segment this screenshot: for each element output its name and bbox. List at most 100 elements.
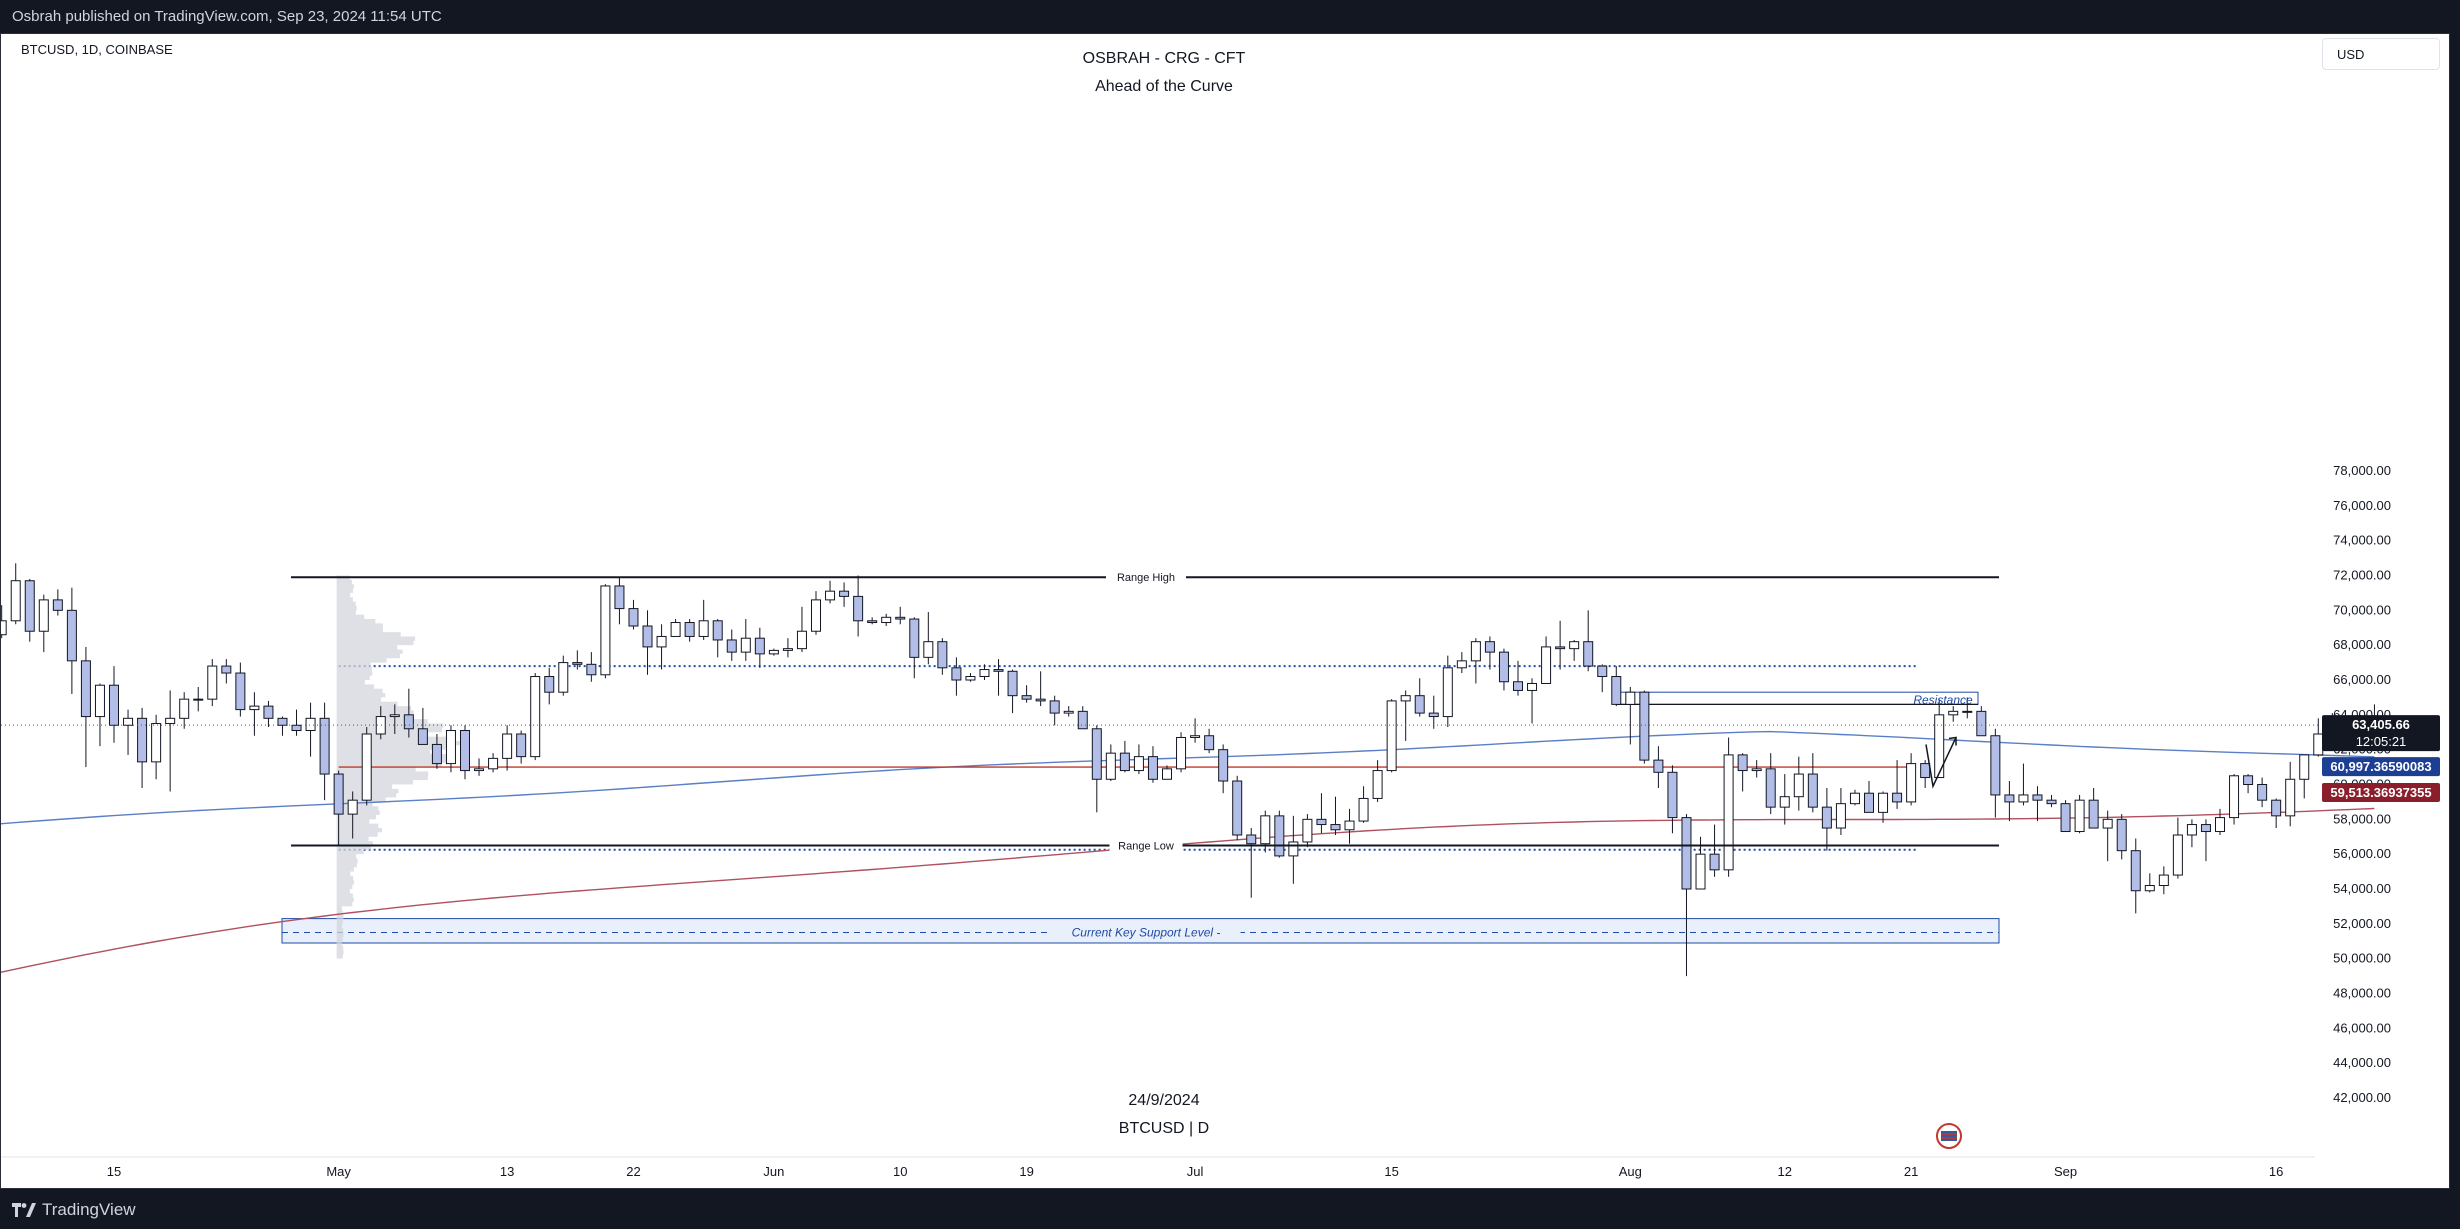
range-high-label-bg	[1106, 569, 1186, 586]
candle-body	[1962, 710, 1973, 713]
candle	[1751, 760, 1762, 778]
candle-body	[530, 676, 541, 758]
candle	[2172, 817, 2183, 879]
candle-body	[1541, 646, 1552, 684]
candle-body	[1414, 695, 1425, 714]
candle	[1358, 786, 1369, 823]
candle-body	[1484, 641, 1495, 653]
candle-body	[1527, 682, 1538, 691]
candle-body	[1358, 797, 1369, 822]
candle	[319, 702, 330, 801]
event-flag-icon	[1936, 1123, 1962, 1149]
candle	[2074, 794, 2085, 834]
price-chart[interactable]: Range High Range Low Resistance Current Key…	[1, 34, 2449, 1188]
candle-body	[726, 639, 737, 653]
candle-body	[628, 608, 639, 627]
candle-body	[1456, 660, 1467, 669]
candle-body	[2144, 885, 2155, 892]
candle	[2018, 763, 2029, 806]
candle-body	[1147, 756, 1158, 780]
candle	[558, 655, 569, 696]
currency-selector[interactable]: USD	[2322, 38, 2440, 70]
candle-body	[2229, 775, 2240, 819]
candle-body	[1667, 771, 1678, 819]
y-tick-label: 46,000.00	[2333, 1020, 2391, 1035]
y-tick-label: 78,000.00	[2333, 463, 2391, 478]
candle-body	[965, 676, 976, 681]
candle-body	[1681, 817, 1692, 890]
candle	[1470, 638, 1481, 684]
candle-body	[1386, 700, 1397, 772]
candle	[179, 692, 190, 729]
candle	[1147, 746, 1158, 783]
candle-body	[1723, 754, 1734, 871]
candle	[1484, 636, 1495, 670]
candle	[2130, 838, 2141, 914]
range-low-label: Range Low	[1118, 840, 1174, 852]
candle-body	[881, 616, 892, 624]
candle	[1204, 728, 1215, 754]
candle-body	[1513, 681, 1523, 691]
chart-frame[interactable]: Range High Range Low Resistance Current Key…	[0, 33, 2450, 1189]
candle-body	[1176, 736, 1187, 770]
candle-body	[712, 620, 723, 641]
candle-body	[207, 665, 218, 700]
candle-body	[1470, 641, 1481, 662]
candle	[1063, 706, 1074, 717]
candle-body	[1625, 691, 1636, 705]
candle	[10, 563, 21, 625]
candle-body	[1274, 815, 1285, 857]
candle-body	[923, 641, 934, 658]
candle	[1653, 746, 1664, 788]
candle-body	[1260, 815, 1271, 845]
candle	[1316, 793, 1327, 834]
candle	[291, 709, 302, 736]
candle-body	[768, 649, 779, 655]
candle	[403, 688, 414, 738]
candle	[94, 683, 105, 747]
candle	[1456, 652, 1467, 674]
candle-body	[642, 625, 653, 648]
candle-body	[2130, 850, 2141, 892]
x-tick-label: 22	[626, 1164, 640, 1179]
candle	[1976, 706, 1987, 737]
tradingview-logo[interactable]: TradingView	[12, 1200, 136, 1220]
candle	[1934, 699, 1945, 779]
candle-body	[165, 717, 176, 725]
candle	[2116, 814, 2127, 860]
candle	[965, 673, 976, 682]
candle-body	[684, 622, 695, 637]
candle	[1948, 706, 1959, 722]
candle	[1133, 744, 1144, 775]
candle-body	[2186, 824, 2197, 836]
candle-body	[656, 635, 667, 648]
candle-body	[2074, 799, 2085, 833]
candle-body	[2313, 733, 2324, 756]
candle	[2088, 787, 2099, 829]
candle-body	[1906, 763, 1917, 803]
candle	[1892, 760, 1903, 809]
candle	[2257, 777, 2268, 808]
candle	[909, 617, 920, 679]
candle-body	[263, 705, 274, 719]
candle	[782, 638, 793, 658]
candle	[249, 692, 260, 736]
candle-body	[403, 714, 414, 730]
candle-body	[2200, 824, 2211, 833]
candle-body	[1133, 756, 1144, 772]
candle	[2158, 866, 2169, 895]
candle	[1709, 824, 1720, 877]
candle-body	[1835, 803, 1846, 829]
y-tick-label: 54,000.00	[2333, 881, 2391, 896]
y-tick-label: 48,000.00	[2333, 986, 2391, 1001]
candle	[1386, 699, 1397, 773]
candle	[1498, 648, 1509, 691]
candle-body	[1555, 646, 1566, 650]
x-tick-label: 21	[1904, 1164, 1918, 1179]
candle	[235, 662, 246, 717]
candle	[867, 617, 878, 625]
candle	[656, 624, 667, 670]
candle	[1737, 753, 1748, 792]
y-tick-label: 74,000.00	[2333, 533, 2391, 548]
candle	[305, 702, 316, 757]
